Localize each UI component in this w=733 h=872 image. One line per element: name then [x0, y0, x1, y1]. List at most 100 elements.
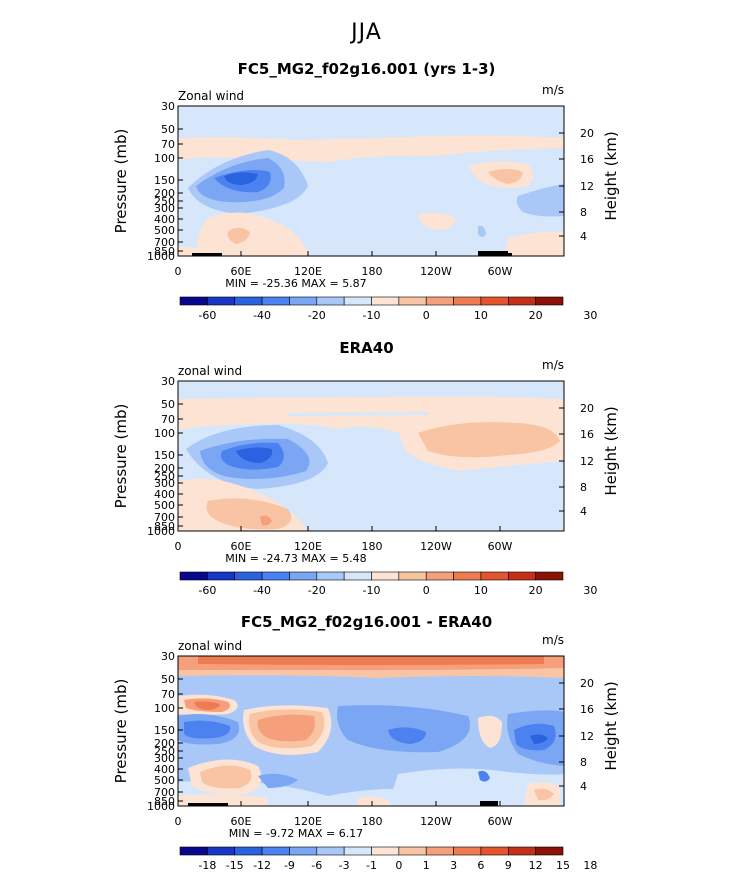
x-tick-label: 60E: [231, 265, 252, 278]
colorbar-swatch: [207, 571, 236, 581]
y-tick-label: 30: [161, 650, 175, 663]
y2-axis-title: Height (km): [602, 406, 620, 495]
y-tick-label: 100: [154, 702, 175, 715]
colorbar-swatch: [480, 846, 509, 856]
colorbar-swatch: [343, 846, 372, 856]
variable-label: zonal wind: [178, 364, 242, 378]
colorbar-swatch: [507, 846, 536, 856]
colorbar-swatch: [343, 571, 372, 581]
variable-label: Zonal wind: [178, 89, 244, 103]
colorbar-swatch: [207, 296, 236, 306]
y-tick-label: 250: [154, 745, 175, 758]
y2-tick-label: 20: [580, 127, 594, 140]
y-tick-label: 200: [154, 187, 175, 200]
y2-tick-label: 12: [580, 180, 594, 193]
colorbar-label: 30: [583, 584, 597, 597]
y-tick-label: 300: [154, 477, 175, 490]
colorbar-swatch: [398, 296, 427, 306]
topography-mask: [506, 253, 512, 256]
y-tick-label: 400: [154, 213, 175, 226]
colorbar-label: -6: [311, 859, 322, 872]
panel-2: 3050701001502002503004005007008501000201…: [112, 358, 620, 597]
min-max-stats: MIN = -24.73 MAX = 5.48: [225, 552, 366, 565]
y-axis-title: Pressure (mb): [112, 404, 130, 509]
colorbar-label: -18: [198, 859, 216, 872]
x-tick-label: 120E: [294, 815, 322, 828]
colorbar-swatch: [207, 846, 236, 856]
x-tick-label: 60W: [488, 815, 513, 828]
y2-tick-label: 4: [580, 505, 587, 518]
colorbar: -60 -40 -20 -10 0 10 20 30: [179, 296, 597, 322]
colorbar-swatch: [289, 296, 318, 306]
colorbar-swatch: [261, 571, 290, 581]
x-tick-label: 60E: [231, 815, 252, 828]
y-tick-label: 30: [161, 375, 175, 388]
contour-region: [388, 727, 426, 744]
y2-axis-title: Height (km): [602, 131, 620, 220]
colorbar-swatch: [316, 296, 345, 306]
y2-tick-label: 4: [580, 230, 587, 243]
colorbar-swatch: [535, 846, 564, 856]
y-tick-label: 300: [154, 202, 175, 215]
panel-2-title: ERA40: [339, 339, 394, 357]
x-tick-label: 60W: [488, 265, 513, 278]
y-tick-label: 1000: [147, 525, 175, 538]
units-label: m/s: [542, 83, 564, 97]
colorbar-label: -40: [253, 309, 271, 322]
colorbar-swatch: [316, 846, 345, 856]
contour-region: [478, 715, 502, 748]
y-tick-label: 70: [161, 688, 175, 701]
contour-region: [184, 720, 231, 739]
colorbar-swatch: [425, 296, 454, 306]
contour-region: [534, 788, 554, 801]
contour-region: [476, 471, 538, 531]
contour-region: [258, 773, 298, 788]
variable-label: zonal wind: [178, 639, 242, 653]
y-axis-title: Pressure (mb): [112, 129, 130, 234]
x-tick-label: 120E: [294, 540, 322, 553]
colorbar-swatch: [371, 846, 400, 856]
plot-frame: [177, 105, 565, 257]
panel-1: 3050701001502002503004005007008501000201…: [112, 83, 620, 322]
y2-tick-label: 16: [580, 703, 594, 716]
colorbar-label: -15: [226, 859, 244, 872]
colorbar-swatch: [316, 571, 345, 581]
colorbar-label: 10: [474, 309, 488, 322]
y-tick-label: 300: [154, 752, 175, 765]
x-tick-label: 180: [362, 265, 383, 278]
plot-frame: [177, 655, 565, 807]
panel-1-title: FC5_MG2_f02g16.001 (yrs 1-3): [237, 60, 496, 78]
y-tick-label: 400: [154, 488, 175, 501]
colorbar-label: -20: [308, 584, 326, 597]
y-tick-label: 50: [161, 123, 175, 136]
colorbar-swatch: [480, 296, 509, 306]
contour-region: [194, 701, 220, 710]
contour-region: [478, 225, 486, 237]
figure-title: JJA: [351, 20, 382, 45]
y-tick-label: 1000: [147, 800, 175, 813]
colorbar-label: -9: [284, 859, 295, 872]
colorbar-swatch: [261, 296, 290, 306]
colorbar-swatch: [289, 846, 318, 856]
colorbar-swatch: [343, 296, 372, 306]
contour-region: [260, 515, 272, 526]
y-tick-label: 1000: [147, 250, 175, 263]
colorbar-label: -10: [363, 309, 381, 322]
topography-mask: [478, 251, 508, 256]
contour-region: [200, 765, 252, 789]
colorbar-swatch: [398, 571, 427, 581]
colorbar-swatch: [425, 571, 454, 581]
colorbar-swatch: [453, 846, 482, 856]
min-max-stats: MIN = -25.36 MAX = 5.87: [225, 277, 366, 290]
contour-field: [178, 106, 564, 256]
contour-region: [504, 231, 564, 256]
y-tick-label: 200: [154, 737, 175, 750]
colorbar-swatch: [234, 296, 263, 306]
colorbar-swatch: [289, 571, 318, 581]
colorbar: -18 -15 -12 -9 -6 -3 -1 0 1 3 6 9 12 15 18: [179, 846, 597, 872]
colorbar-label: 3: [450, 859, 457, 872]
colorbar-swatch: [507, 296, 536, 306]
colorbar-label: 10: [474, 584, 488, 597]
contour-region: [530, 734, 548, 744]
